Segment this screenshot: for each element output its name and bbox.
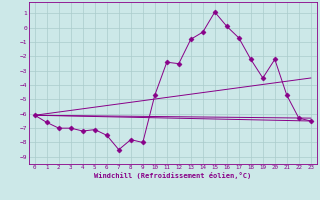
X-axis label: Windchill (Refroidissement éolien,°C): Windchill (Refroidissement éolien,°C)	[94, 172, 252, 179]
